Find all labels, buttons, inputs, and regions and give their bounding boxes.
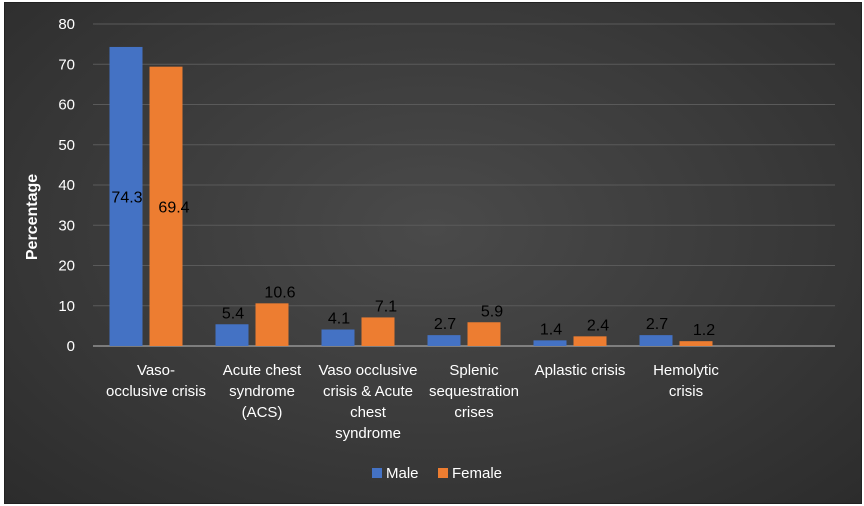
x-category-label: Splenic	[449, 362, 499, 379]
legend-swatch-male	[372, 468, 382, 478]
x-category-label: Vaso-	[137, 362, 175, 379]
data-labels: 74.3 5.4 4.1 2.7 1.4 2.7 69.4 10.6 7.1 5.9 2.4 1.2	[111, 189, 715, 339]
x-category-label: sequestration	[429, 383, 519, 400]
bar-female	[467, 322, 501, 346]
x-category-label: Aplastic crisis	[535, 362, 626, 379]
chart-frame: 0 10 20 30 40 50 60 70 80 Vaso-occlusive crisis A…	[4, 2, 862, 504]
x-category-label: chest	[350, 404, 387, 421]
data-label: 5.9	[481, 303, 503, 320]
bar-male	[215, 324, 249, 346]
data-label: 2.7	[646, 316, 668, 333]
y-tick-label: 50	[58, 137, 75, 154]
bar-male	[427, 335, 461, 346]
x-category-labels: Vaso-occlusive crisis Acute chest syndrome…	[106, 362, 719, 442]
data-label: 4.1	[328, 310, 350, 327]
bar-female	[361, 317, 395, 346]
x-category-label: crisis & Acute	[323, 383, 413, 400]
y-tick-label: 80	[58, 16, 75, 33]
data-label: 74.3	[111, 189, 142, 206]
legend-label-male: Male	[386, 465, 419, 482]
data-label: 7.1	[375, 298, 397, 315]
bars	[109, 46, 713, 346]
bar-male	[109, 46, 143, 346]
x-category-label: (ACS)	[242, 404, 283, 421]
data-label: 10.6	[264, 284, 295, 301]
y-tick-label: 60	[58, 97, 75, 114]
bar-chart: 0 10 20 30 40 50 60 70 80 Vaso-occlusive crisis A…	[24, 16, 835, 482]
y-ticks: 0 10 20 30 40 50 60 70 80	[58, 16, 75, 355]
y-axis-title: Percentage	[24, 174, 41, 260]
data-label: 69.4	[158, 199, 189, 216]
y-tick-label: 20	[58, 258, 75, 275]
bar-male	[533, 340, 567, 346]
y-tick-label: 0	[67, 338, 75, 355]
bar-male	[321, 329, 355, 346]
y-tick-label: 10	[58, 298, 75, 315]
bar-female	[149, 66, 183, 346]
x-category-label: syndrome	[335, 425, 401, 442]
legend-label-female: Female	[452, 465, 502, 482]
data-label: 2.4	[587, 317, 609, 334]
bar-male	[639, 335, 673, 346]
legend-swatch-female	[438, 468, 448, 478]
bar-female	[573, 336, 607, 346]
x-category-label: crises	[454, 404, 493, 421]
x-category-label: occlusive crisis	[106, 383, 206, 400]
y-tick-label: 70	[58, 56, 75, 73]
x-category-label: Acute chest	[223, 362, 302, 379]
data-label: 1.4	[540, 321, 562, 338]
data-label: 5.4	[222, 305, 244, 322]
y-tick-label: 30	[58, 217, 75, 234]
y-tick-label: 40	[58, 177, 75, 194]
data-label: 2.7	[434, 316, 456, 333]
bar-female	[255, 303, 289, 346]
x-category-label: Hemolytic	[653, 362, 719, 379]
legend: Male Female	[372, 465, 502, 482]
x-category-label: Vaso occlusive	[319, 362, 418, 379]
data-label: 1.2	[693, 322, 715, 339]
x-category-label: crisis	[669, 383, 703, 400]
x-category-label: syndrome	[229, 383, 295, 400]
gridlines	[93, 23, 835, 347]
bar-female	[679, 341, 713, 346]
